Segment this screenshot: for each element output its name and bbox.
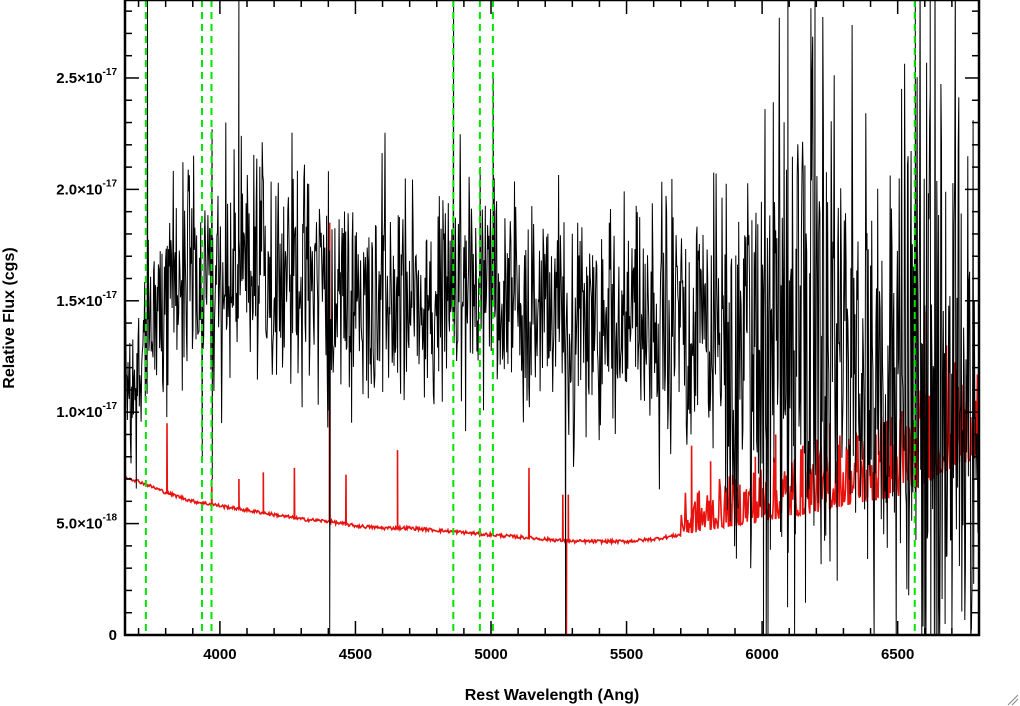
x-tick-label: 4000 <box>203 646 236 663</box>
y-tick-label: 0 <box>109 627 117 644</box>
x-axis-title: Rest Wavelength (Ang) <box>465 687 640 704</box>
emission-line-markers <box>144 0 916 635</box>
flux-spectrum-series <box>125 0 979 635</box>
y-axis-title: Relative Flux (cgs) <box>1 247 18 388</box>
x-tick-label: 6500 <box>881 646 914 663</box>
x-tick-label: 5500 <box>610 646 643 663</box>
x-tick-label: 6000 <box>745 646 778 663</box>
y-tick-label: 1.0×10-17 <box>56 401 117 421</box>
x-tick-label: 4500 <box>339 646 372 663</box>
x-axis-ticks <box>137 0 980 635</box>
y-axis-ticks <box>125 10 979 636</box>
plot-area <box>125 0 979 635</box>
y-tick-label: 1.5×10-17 <box>56 290 117 310</box>
x-axis-tick-labels: 4000 4500 5000 5500 6000 6500 <box>203 646 914 663</box>
plot-frame <box>123 0 981 637</box>
y-tick-label: 5.0×10-18 <box>56 513 117 533</box>
x-tick-label: 5000 <box>474 646 507 663</box>
y-tick-label: 2.5×10-17 <box>56 67 117 87</box>
flux-spectrum-line <box>125 0 979 635</box>
error-spectrum-line <box>125 222 979 635</box>
resize-grip-icon[interactable] <box>1007 694 1019 706</box>
y-axis-tick-labels: 0 5.0×10-18 1.0×10-17 1.5×10-17 2.0×10-17 2.5… <box>56 67 117 644</box>
error-spectrum-series <box>125 222 979 635</box>
y-tick-label: 2.0×10-17 <box>56 178 117 198</box>
